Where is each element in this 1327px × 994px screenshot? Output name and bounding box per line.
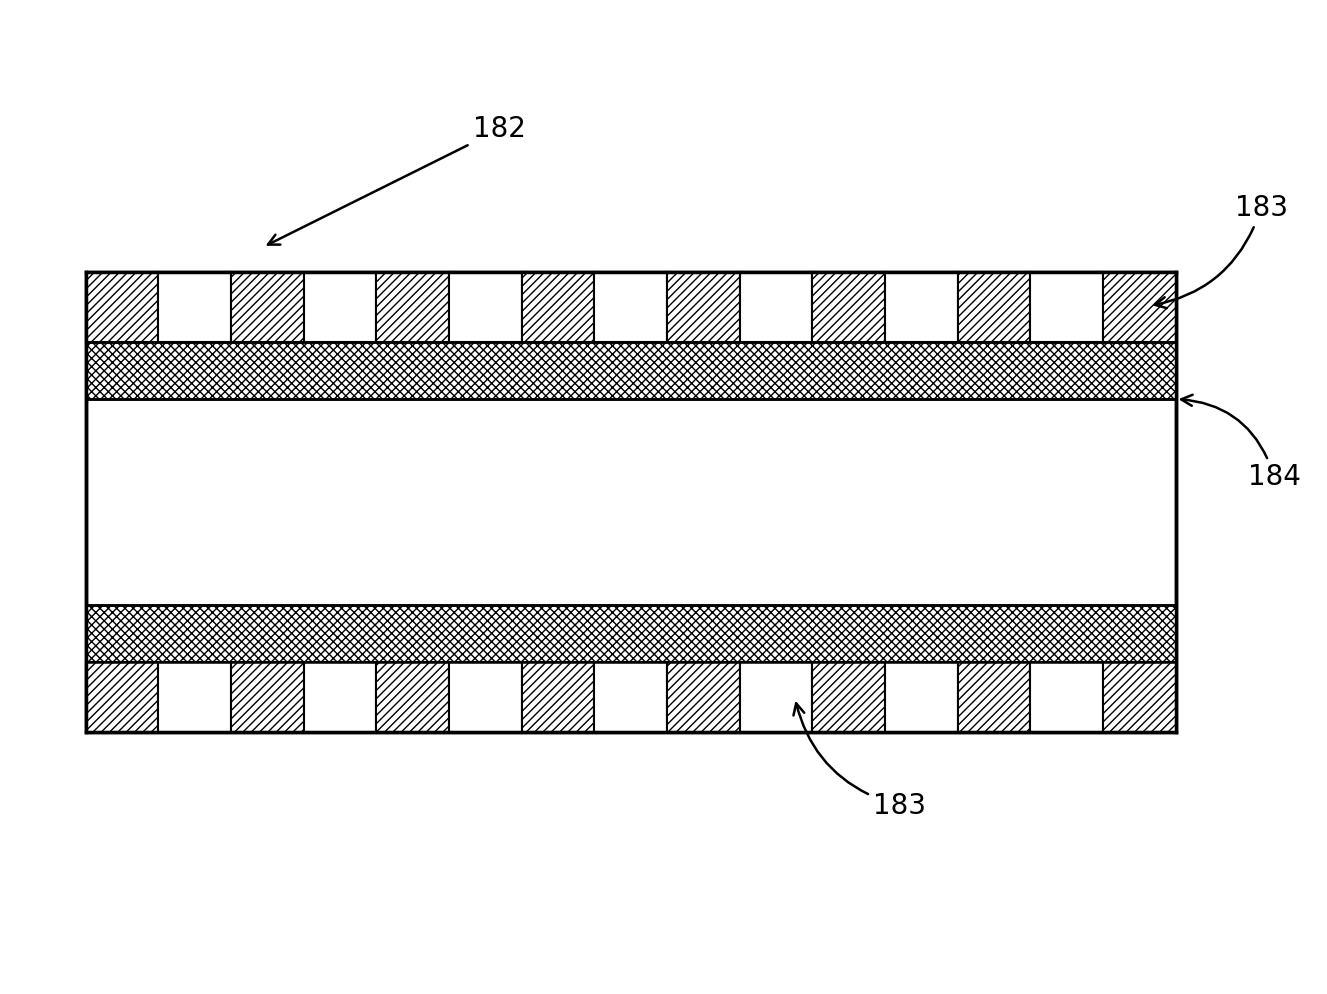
Bar: [594, 662, 667, 733]
Bar: [86, 271, 158, 342]
Text: 183: 183: [794, 704, 926, 820]
Bar: [739, 271, 812, 342]
Bar: [667, 662, 739, 733]
Bar: [86, 271, 1176, 342]
Bar: [304, 271, 377, 342]
Bar: [377, 662, 449, 733]
Bar: [522, 271, 594, 342]
Bar: [1030, 662, 1103, 733]
Bar: [231, 662, 304, 733]
Bar: [667, 271, 739, 342]
Bar: [958, 271, 1030, 342]
Bar: [885, 271, 958, 342]
Bar: [812, 662, 885, 733]
Bar: [86, 342, 1176, 399]
Bar: [1103, 271, 1176, 342]
Bar: [1103, 662, 1176, 733]
Bar: [86, 604, 1176, 662]
Bar: [158, 271, 231, 342]
Bar: [86, 662, 1176, 733]
Bar: [86, 271, 1176, 733]
Bar: [377, 271, 449, 342]
Bar: [231, 271, 304, 342]
Bar: [522, 662, 594, 733]
Bar: [449, 662, 522, 733]
Bar: [958, 662, 1030, 733]
Bar: [86, 662, 158, 733]
Text: 183: 183: [1154, 194, 1287, 308]
Bar: [739, 662, 812, 733]
Bar: [885, 662, 958, 733]
Bar: [304, 662, 377, 733]
Bar: [449, 271, 522, 342]
Bar: [594, 271, 667, 342]
Text: 184: 184: [1181, 395, 1300, 491]
Bar: [1030, 271, 1103, 342]
Bar: [158, 662, 231, 733]
Bar: [812, 271, 885, 342]
Text: 182: 182: [268, 115, 525, 245]
